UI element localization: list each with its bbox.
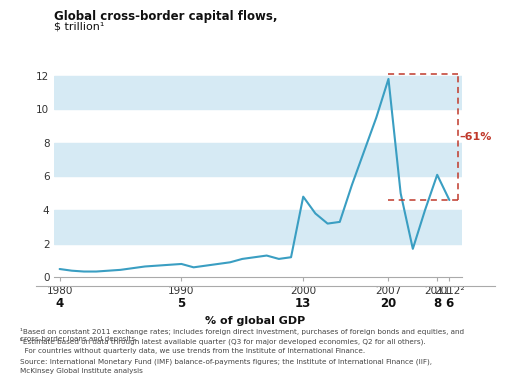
Text: 8: 8 bbox=[432, 297, 440, 310]
Bar bbox=[53, 143, 461, 177]
Text: –61%: –61% bbox=[458, 132, 491, 142]
Bar bbox=[53, 210, 461, 244]
Text: McKinsey Global Institute analysis: McKinsey Global Institute analysis bbox=[20, 368, 143, 374]
Text: For countries without quarterly data, we use trends from the Institute of Intern: For countries without quarterly data, we… bbox=[20, 348, 365, 354]
Text: ²Estimate based on data through latest available quarter (Q3 for major developed: ²Estimate based on data through latest a… bbox=[20, 338, 425, 345]
Text: 4: 4 bbox=[55, 297, 64, 310]
Text: % of global GDP: % of global GDP bbox=[205, 316, 304, 326]
Text: 5: 5 bbox=[177, 297, 185, 310]
Text: 13: 13 bbox=[295, 297, 310, 310]
Text: 20: 20 bbox=[380, 297, 396, 310]
Text: $ trillion¹: $ trillion¹ bbox=[53, 21, 104, 31]
Text: Source: International Monetary Fund (IMF) balance-of-payments figures; the Insti: Source: International Monetary Fund (IMF… bbox=[20, 358, 432, 365]
Text: ¹Based on constant 2011 exchange rates; includes foreign direct investment, purc: ¹Based on constant 2011 exchange rates; … bbox=[20, 328, 464, 342]
Text: 6: 6 bbox=[444, 297, 453, 310]
Bar bbox=[53, 76, 461, 109]
Text: Global cross-border capital flows,: Global cross-border capital flows, bbox=[53, 10, 276, 23]
